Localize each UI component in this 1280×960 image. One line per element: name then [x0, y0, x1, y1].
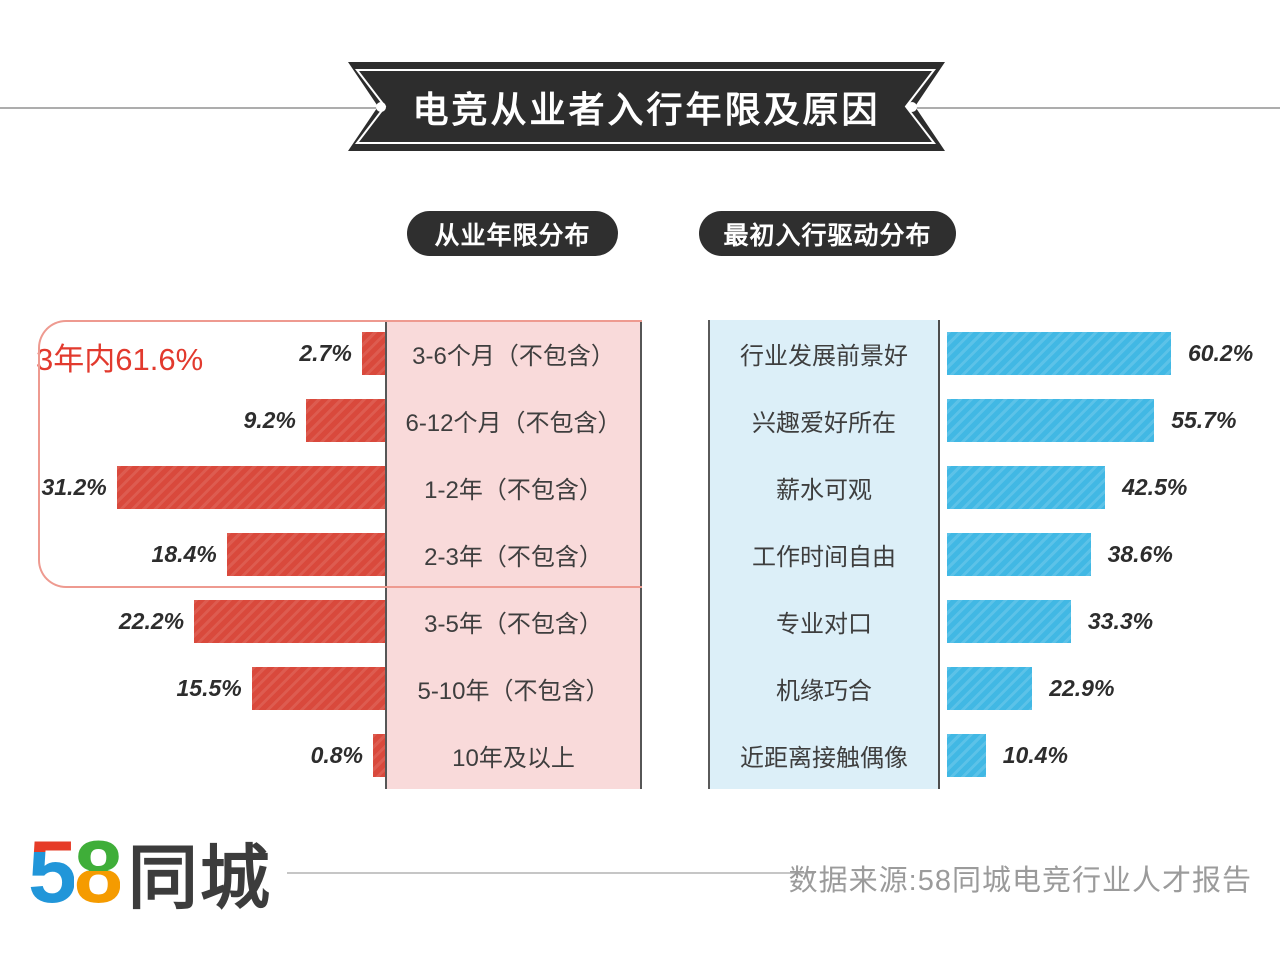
bar-cell: 0.8% — [0, 734, 385, 777]
category-label: 3-5年（不包含） — [424, 611, 603, 638]
value-label: 0.8% — [310, 742, 363, 768]
value-label: 22.2% — [118, 608, 185, 634]
bar — [947, 667, 1033, 710]
chart-row: 2.7% 3-6个月（不包含） — [0, 320, 642, 387]
bar-cell: 18.4% — [0, 533, 385, 576]
bar — [947, 734, 986, 777]
footer-divider-line — [287, 872, 815, 874]
right-chart-title: 最初入行驱动分布 — [723, 221, 932, 250]
value-label: 22.9% — [1049, 675, 1115, 701]
category-label: 近距离接触偶像 — [740, 745, 908, 772]
logo-digit-5: 5 — [28, 822, 77, 921]
category-label: 兴趣爱好所在 — [752, 410, 896, 437]
chart-row: 专业对口 33.3% — [708, 588, 1268, 655]
left-chart-title: 从业年限分布 — [434, 221, 591, 250]
bar-cell: 31.2% — [0, 466, 385, 509]
bar-cell: 42.5% — [940, 466, 1187, 509]
chart-row: 机缘巧合 22.9% — [708, 655, 1268, 722]
bar — [947, 533, 1091, 576]
value-label: 42.5% — [1122, 474, 1188, 500]
page-title-wrap: 电竞从业者入行年限及原因 — [348, 62, 945, 151]
bar — [305, 399, 385, 442]
chart-row: 31.2% 1-2年（不包含） — [0, 454, 642, 521]
category-label: 6-12个月（不包含） — [405, 410, 622, 437]
years-distribution-chart: 2.7% 3-6个月（不包含） 9.2% 6-12个月（不包含） 31.2% 1… — [0, 320, 642, 789]
category-label: 机缘巧合 — [776, 678, 872, 705]
dot-icon — [376, 101, 387, 112]
chart-row: 近距离接触偶像 10.4% — [708, 722, 1268, 789]
chart-row: 18.4% 2-3年（不包含） — [0, 521, 642, 588]
bar — [947, 399, 1155, 442]
chart-row: 22.2% 3-5年（不包含） — [0, 588, 642, 655]
right-chart-header: 最初入行驱动分布 — [699, 211, 956, 256]
chart-row: 9.2% 6-12个月（不包含） — [0, 387, 642, 454]
58tongcheng-logo: 5 8 同城 — [28, 828, 272, 916]
bar-cell: 22.2% — [0, 600, 385, 643]
chart-row: 兴趣爱好所在 55.7% — [708, 387, 1268, 454]
value-label: 2.7% — [299, 340, 352, 366]
bar-cell: 2.7% — [0, 332, 385, 375]
chart-row: 15.5% 5-10年（不包含） — [0, 655, 642, 722]
category-label-column — [708, 320, 940, 789]
bar-cell: 60.2% — [940, 332, 1253, 375]
bar-cell: 38.6% — [940, 533, 1173, 576]
value-label: 55.7% — [1171, 407, 1237, 433]
value-label: 60.2% — [1187, 340, 1254, 366]
category-label: 10年及以上 — [452, 745, 575, 772]
category-label-column — [385, 320, 642, 789]
bar — [116, 466, 385, 509]
three-year-annotation: 3年内61.6% — [36, 342, 204, 377]
bar-cell: 22.9% — [940, 667, 1114, 710]
dot-icon — [906, 101, 917, 112]
bar-cell: 55.7% — [940, 399, 1236, 442]
category-label: 1-2年（不包含） — [424, 477, 603, 504]
bar — [947, 332, 1171, 375]
category-label: 5-10年（不包含） — [417, 678, 610, 705]
logo-text-tongcheng: 同城 — [127, 839, 272, 917]
value-label: 18.4% — [151, 541, 217, 567]
bar-cell: 10.4% — [940, 734, 1068, 777]
value-label: 15.5% — [176, 675, 242, 701]
logo-digit-8: 8 — [73, 822, 123, 921]
value-label: 31.2% — [41, 474, 107, 500]
bar — [947, 466, 1106, 509]
category-label: 2-3年（不包含） — [424, 544, 603, 571]
value-label: 9.2% — [243, 407, 296, 433]
entry-driver-chart: 行业发展前景好 60.2% 兴趣爱好所在 55.7% 薪水可观 42.5% — [708, 320, 1268, 789]
chart-row: 工作时间自由 38.6% — [708, 521, 1268, 588]
bar — [251, 667, 385, 710]
left-chart-header: 从业年限分布 — [407, 211, 618, 256]
bar — [226, 533, 385, 576]
bar — [373, 734, 385, 777]
category-label: 专业对口 — [776, 611, 872, 638]
bar — [361, 332, 385, 375]
value-label: 38.6% — [1107, 541, 1173, 567]
value-label: 33.3% — [1087, 608, 1154, 634]
chart-rows: 2.7% 3-6个月（不包含） 9.2% 6-12个月（不包含） 31.2% 1… — [0, 320, 642, 789]
title-ribbon: 电竞从业者入行年限及原因 — [348, 62, 945, 151]
chart-row: 薪水可观 42.5% — [708, 454, 1268, 521]
category-label: 3-6个月（不包含） — [412, 343, 615, 370]
chart-row: 0.8% 10年及以上 — [0, 722, 642, 789]
category-label: 薪水可观 — [776, 477, 872, 504]
data-source-caption: 数据来源:58同城电竞行业人才报告 — [788, 865, 1252, 897]
bar-cell: 15.5% — [0, 667, 385, 710]
page-title: 电竞从业者入行年限及原因 — [412, 88, 881, 130]
bar — [194, 600, 385, 643]
bar-cell: 9.2% — [0, 399, 385, 442]
category-label: 工作时间自由 — [752, 544, 896, 571]
bar — [947, 600, 1071, 643]
bar-cell: 33.3% — [940, 600, 1153, 643]
chart-row: 行业发展前景好 60.2% — [708, 320, 1268, 387]
category-label: 行业发展前景好 — [740, 343, 908, 370]
chart-rows: 行业发展前景好 60.2% 兴趣爱好所在 55.7% 薪水可观 42.5% — [708, 320, 1268, 789]
value-label: 10.4% — [1002, 742, 1068, 768]
